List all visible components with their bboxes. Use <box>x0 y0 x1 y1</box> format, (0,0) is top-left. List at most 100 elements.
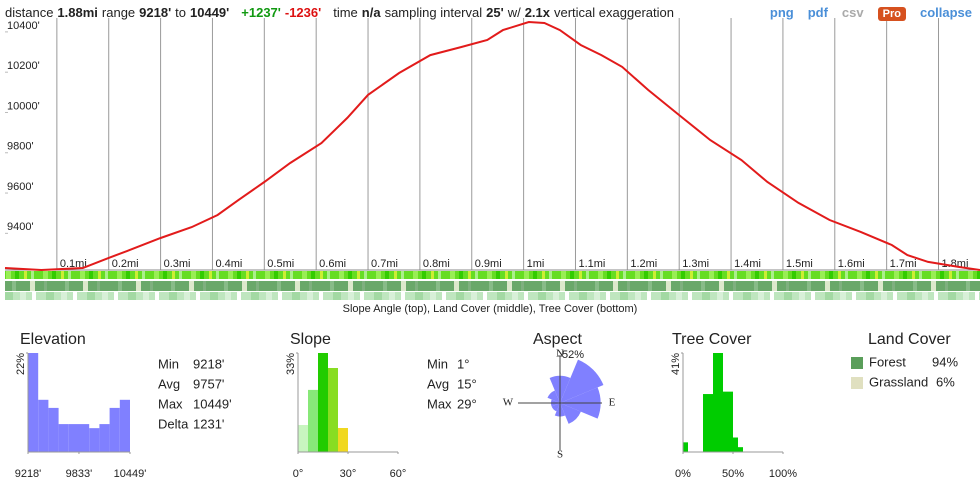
direction-label: W <box>503 397 514 409</box>
bar <box>48 407 59 452</box>
stat-label: Avg <box>427 376 449 391</box>
stat-label: Max <box>158 396 183 411</box>
x-tick-label: 1.2mi <box>630 258 657 270</box>
bar <box>728 391 733 452</box>
direction-label: N <box>556 348 564 360</box>
direction-label: S <box>557 449 563 461</box>
panel-title: Elevation <box>20 331 86 348</box>
panel-title: Slope <box>290 331 331 348</box>
bar <box>733 437 738 452</box>
summary-bar: distance 1.88mi range 9218' to 10449' +1237' -1… <box>5 5 678 20</box>
summary-item: -1236' <box>284 5 322 20</box>
legend-label: Grassland <box>869 374 928 389</box>
stat-value: 10449' <box>193 396 232 411</box>
x-tick-label: 0.7mi <box>371 258 398 270</box>
stat-label: Delta <box>158 416 189 431</box>
x-tick-label: 0.1mi <box>60 258 87 270</box>
aspect-wedge <box>560 359 604 403</box>
summary-item: vertical exaggeration <box>554 5 674 20</box>
x-tick-label: 0° <box>293 468 304 480</box>
summary-item: n/a <box>361 5 381 20</box>
x-tick-label: 1mi <box>527 258 545 270</box>
bar <box>58 424 69 452</box>
y-tick-label: 10400' <box>7 20 40 32</box>
bar <box>683 442 688 452</box>
panel-title: Land Cover <box>868 331 951 348</box>
toolbar: png pdf csv Pro collapse <box>756 5 972 21</box>
x-tick-label: 1.4mi <box>734 258 761 270</box>
bar <box>68 424 79 452</box>
summary-item: 9218' <box>139 5 172 20</box>
bar <box>703 394 708 452</box>
summary-item: range <box>101 5 136 20</box>
summary-item: sampling interval <box>384 5 483 20</box>
summary-item: 25' <box>486 5 504 20</box>
x-tick-label: 1.6mi <box>838 258 865 270</box>
bar <box>318 353 328 452</box>
y-tick-label: 9600' <box>7 181 34 193</box>
legend-swatch <box>851 357 863 369</box>
summary-item: to <box>175 5 187 20</box>
toolbar-button[interactable]: collapse <box>919 5 972 20</box>
elevation-line <box>4 20 980 272</box>
x-tick-label: 0.9mi <box>475 258 502 270</box>
x-tick-label: 0.3mi <box>164 258 191 270</box>
x-tick-label: 0.8mi <box>423 258 450 270</box>
x-tick-label: 1.1mi <box>578 258 605 270</box>
x-tick-label: 0.5mi <box>267 258 294 270</box>
bar <box>718 353 723 452</box>
x-tick-label: 1.5mi <box>786 258 813 270</box>
stat-value: 9757' <box>193 376 224 391</box>
summary-item: 2.1x <box>524 5 550 20</box>
x-tick-label: 50% <box>722 468 744 480</box>
tree-cover-strip <box>5 292 980 300</box>
x-tick-label: 10449' <box>114 468 147 480</box>
toolbar-button: csv <box>841 5 864 20</box>
toolbar-button[interactable]: Pro <box>877 7 906 21</box>
x-tick-label: 9218' <box>15 468 42 480</box>
stat-value: 15° <box>457 376 477 391</box>
stat-value: 1° <box>457 356 469 371</box>
direction-label: E <box>609 397 616 409</box>
y-tick-label: 9800' <box>7 141 34 153</box>
bar <box>328 368 338 452</box>
strip-caption: Slope Angle (top), Land Cover (middle), … <box>343 303 638 315</box>
y-tick-label: 41% <box>670 353 682 375</box>
r-tick-label: 52% <box>562 349 584 361</box>
x-tick-label: 0.6mi <box>319 258 346 270</box>
bar <box>79 424 90 452</box>
summary-item: w/ <box>507 5 521 20</box>
bar <box>723 391 728 452</box>
summary-item: 1.88mi <box>57 5 98 20</box>
stat-value: 9218' <box>193 356 224 371</box>
aspect-wedge <box>551 403 560 412</box>
x-tick-label: 0% <box>675 468 691 480</box>
y-tick-label: 33% <box>285 353 297 375</box>
bar <box>738 447 743 452</box>
panel-title: Aspect <box>533 331 582 348</box>
land-cover-strip <box>5 281 980 291</box>
y-tick-label: 10000' <box>7 100 40 112</box>
bar <box>38 399 49 452</box>
summary-item: +1237' <box>241 5 281 20</box>
y-tick-label: 10200' <box>7 60 40 72</box>
x-tick-label: 9833' <box>66 468 93 480</box>
toolbar-button[interactable]: png <box>769 5 794 20</box>
stat-value: 29° <box>457 396 477 411</box>
bar <box>89 428 100 452</box>
x-tick-label: 0.2mi <box>112 258 139 270</box>
summary-item: time <box>333 5 358 20</box>
aspect-wedge <box>560 403 581 424</box>
stat-value: 1231' <box>193 416 224 431</box>
legend-value: 6% <box>936 374 955 389</box>
x-tick-label: 0.4mi <box>215 258 242 270</box>
toolbar-button[interactable]: pdf <box>807 5 828 20</box>
bar <box>338 428 348 452</box>
legend-swatch <box>851 377 863 389</box>
bar <box>308 389 318 452</box>
bar <box>119 399 130 452</box>
x-tick-label: 1.3mi <box>682 258 709 270</box>
legend-value: 94% <box>932 354 958 369</box>
